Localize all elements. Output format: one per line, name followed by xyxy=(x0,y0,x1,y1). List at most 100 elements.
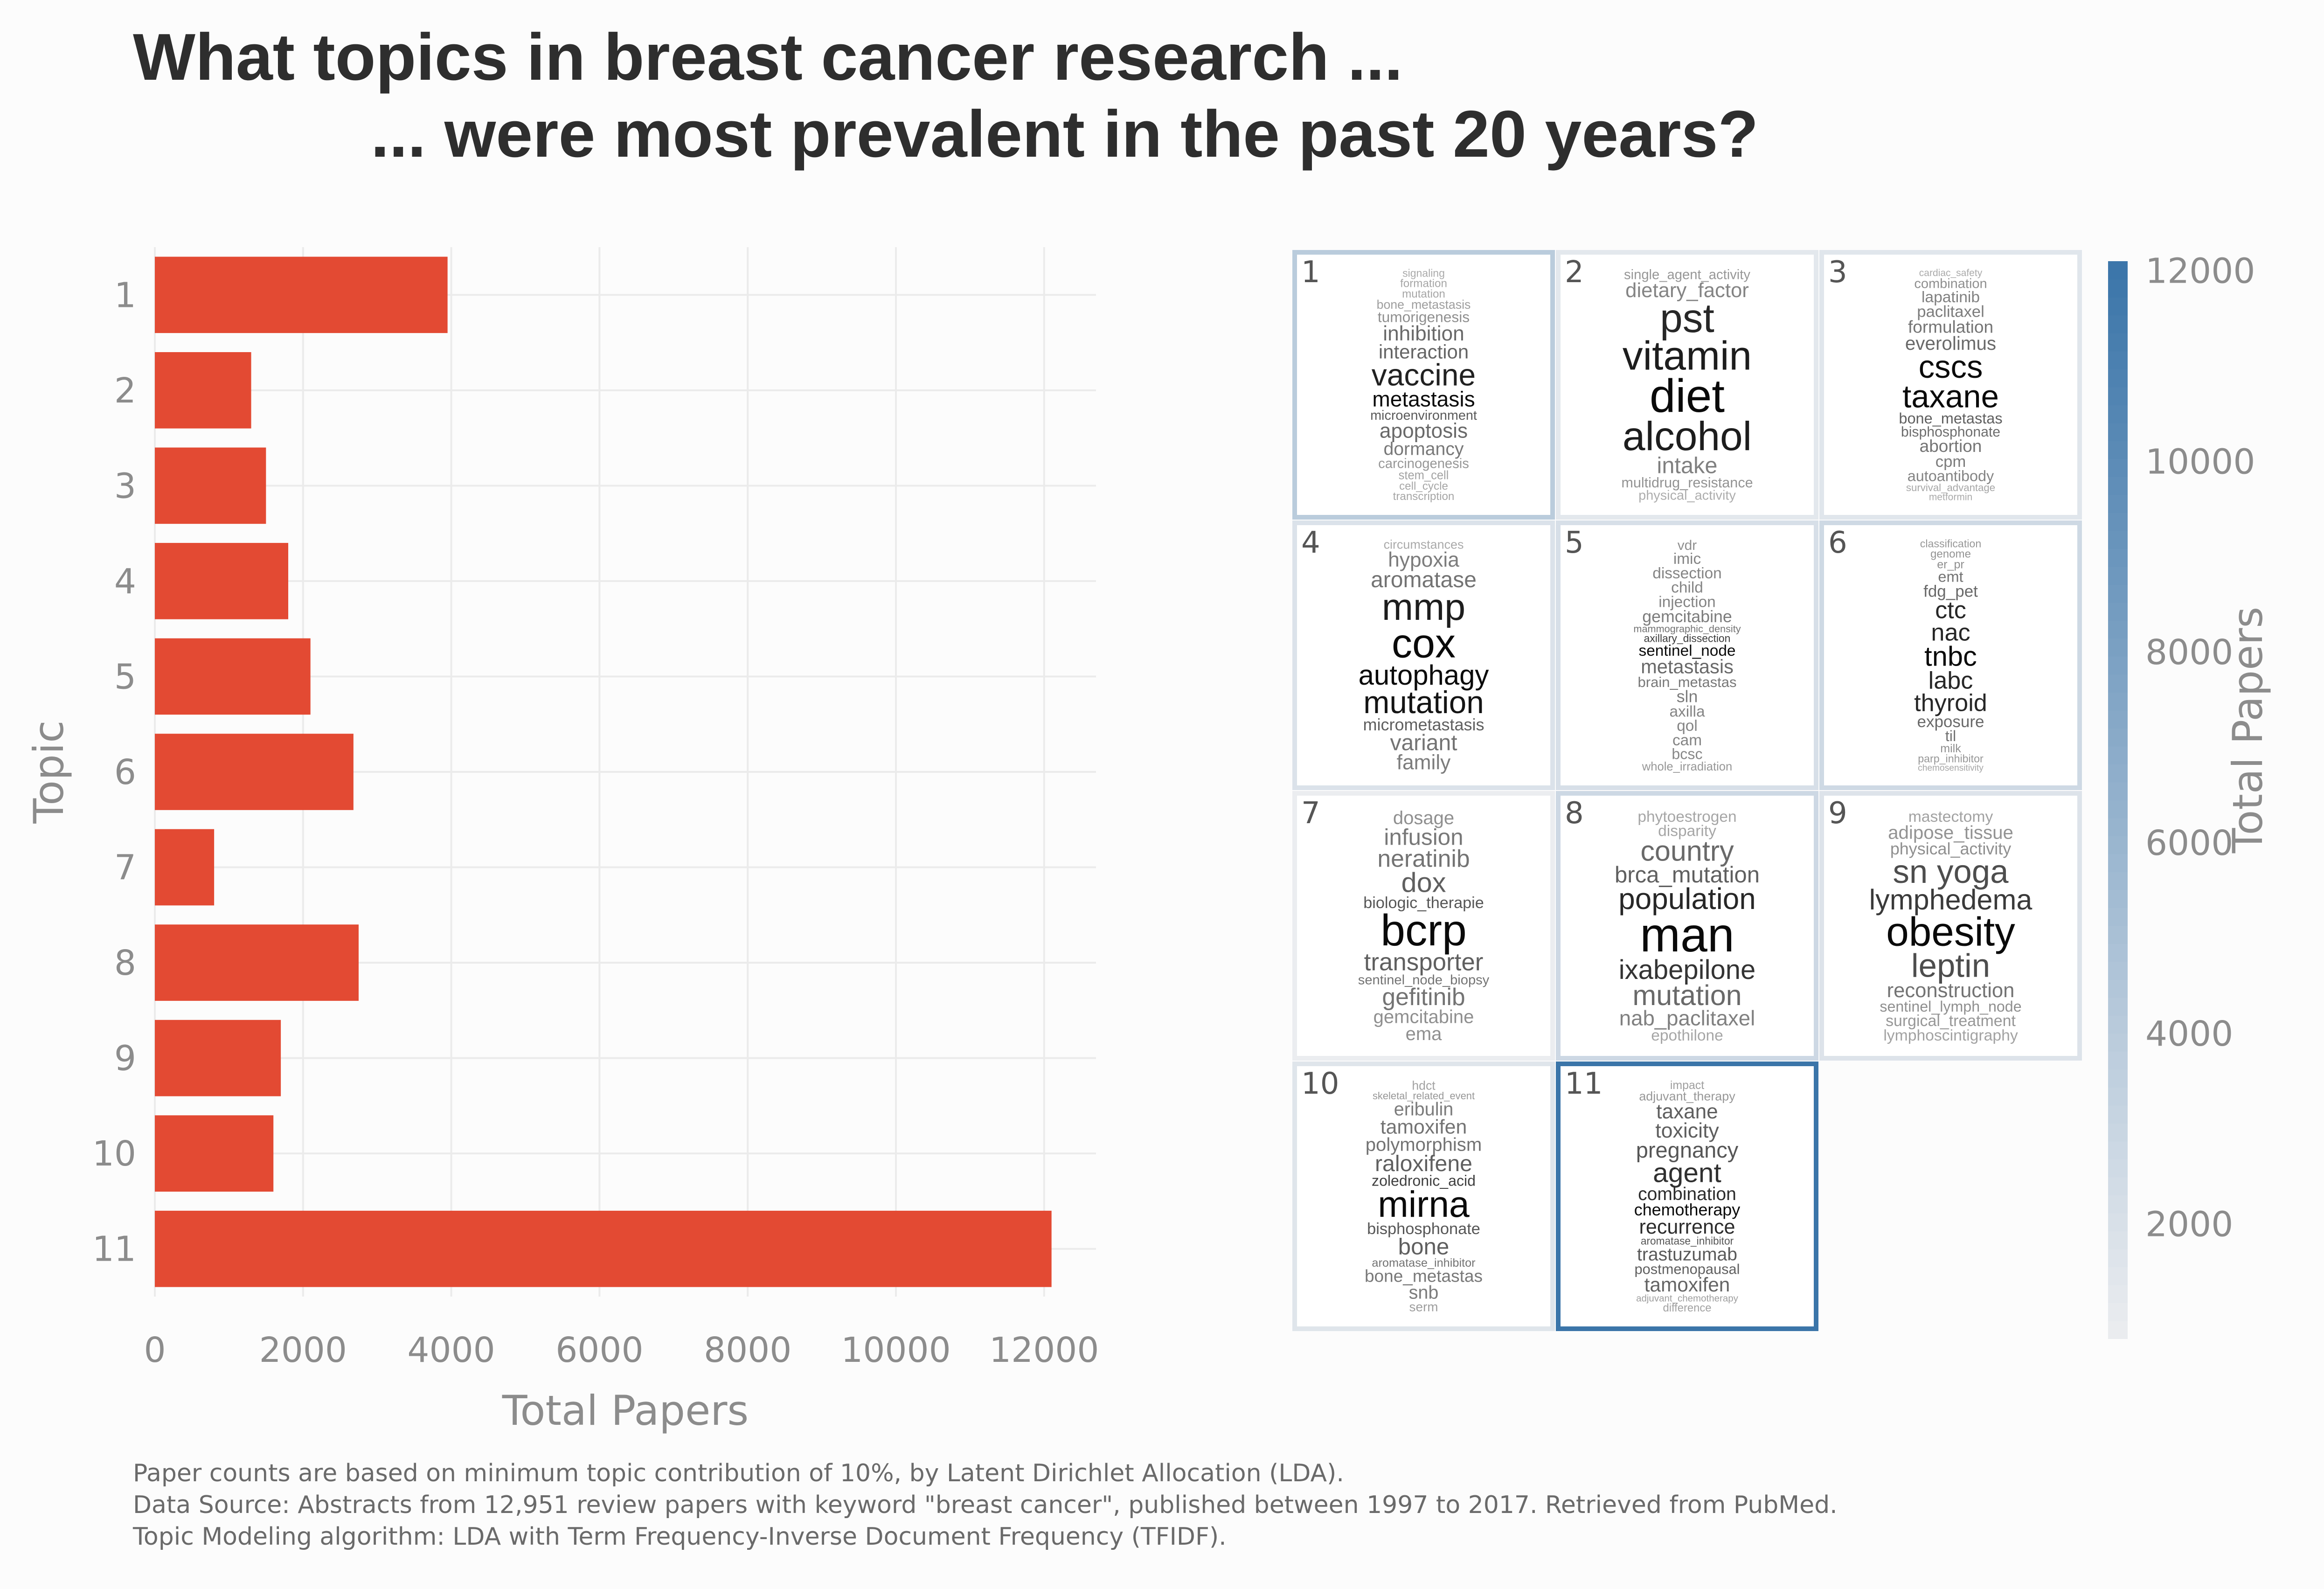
cloud-word: emt xyxy=(1938,569,1963,585)
legend-gradient-step xyxy=(2108,800,2128,819)
legend-gradient-step xyxy=(2108,764,2128,783)
legend-tick-label: 2000 xyxy=(2145,1205,2233,1245)
cloud-word: pregnancy xyxy=(1636,1138,1739,1162)
bar-chart: 0 2000 4000 6000 8000 10000 12000 1 2 3 4 5 6 7 8 9 10 11… xyxy=(25,247,1099,1435)
y-tick-label: 6 xyxy=(114,752,136,792)
tile-topic-number: 11 xyxy=(1565,1067,1603,1101)
bar-topic-5 xyxy=(155,638,311,715)
cloud-word: impact xyxy=(1670,1079,1704,1092)
legend-gradient-step xyxy=(2108,1033,2128,1052)
legend-gradient-step xyxy=(2108,961,2128,980)
footer-line: Paper counts are based on minimum topic … xyxy=(133,1459,1344,1487)
cloud-word: imic xyxy=(1673,550,1701,568)
cloud-word: mmp xyxy=(1382,586,1465,628)
cloud-word: sentinel_node xyxy=(1639,642,1736,659)
cloud-word: vaccine xyxy=(1372,357,1476,392)
cloud-word: eribulin xyxy=(1394,1099,1454,1119)
cloud-word: pst xyxy=(1660,295,1714,341)
y-tick-label: 3 xyxy=(114,466,136,506)
tile-topic-number: 4 xyxy=(1301,526,1320,560)
title-line-1: What topics in breast cancer research ..… xyxy=(133,20,1403,94)
cloud-word: biologic_therapie xyxy=(1363,894,1484,912)
cloud-word: phytoestrogen xyxy=(1637,808,1736,826)
cloud-word: transcription xyxy=(1393,490,1455,503)
chart-title: What topics in breast cancer research ..… xyxy=(133,19,2185,173)
legend-gradient-step xyxy=(2108,261,2128,280)
tile-border xyxy=(1556,520,1818,790)
cloud-word: obesity xyxy=(1886,909,2015,954)
cloud-word: cam xyxy=(1672,732,1702,749)
cloud-word: chemotherapy xyxy=(1634,1200,1740,1219)
cloud-word: tnbc xyxy=(1924,641,1977,672)
tile-border xyxy=(1556,791,1818,1061)
cloud-word: hypoxia xyxy=(1388,548,1459,571)
cloud-word: survival_advantage xyxy=(1906,482,1995,493)
tile-topic-number: 5 xyxy=(1565,526,1584,560)
footer-line: Data Source: Abstracts from 12,951 revie… xyxy=(133,1491,1838,1519)
cloud-word: qol xyxy=(1677,717,1698,735)
cloud-word: nab_paclitaxel xyxy=(1619,1006,1755,1030)
legend-gradient-step xyxy=(2108,1123,2128,1142)
cloud-word: variant xyxy=(1390,730,1457,755)
legend-gradient-step xyxy=(2108,1141,2128,1159)
cloud-word: er_pr xyxy=(1937,558,1964,571)
y-tick-label: 9 xyxy=(114,1039,136,1079)
cloud-word: multidrug_resistance xyxy=(1621,475,1753,491)
cloud-word: autophagy xyxy=(1359,659,1489,691)
legend-gradient-step xyxy=(2108,1069,2128,1088)
cloud-word: toxicity xyxy=(1655,1119,1719,1142)
cloud-word: taxane xyxy=(1902,379,1999,415)
legend-gradient-step xyxy=(2108,979,2128,998)
cloud-word: milk xyxy=(1940,742,1961,755)
cloud-word: microenvironment xyxy=(1370,408,1477,423)
cloud-word: raloxifene xyxy=(1375,1151,1472,1176)
cloud-word: aromatase_inhibitor xyxy=(1372,1256,1475,1270)
cloud-word: adjuvant_chemotherapy xyxy=(1636,1293,1739,1304)
cloud-word: stem_cell xyxy=(1399,469,1449,482)
topic-tile-7: 7 dosageinfusionneratinibdoxbiologic_ther… xyxy=(1292,791,1555,1061)
cloud-word: recurrence xyxy=(1639,1216,1735,1238)
cloud-word: diet xyxy=(1650,370,1725,422)
legend-gradient-step xyxy=(2108,333,2128,352)
legend-gradient-step xyxy=(2108,836,2128,854)
cloud-word: tamoxifen xyxy=(1381,1116,1467,1138)
legend-gradient-step xyxy=(2108,1320,2128,1339)
legend-gradient-step xyxy=(2108,1267,2128,1285)
cloud-word: bone_metastas xyxy=(1899,410,2002,427)
x-tick-label: 6000 xyxy=(555,1330,643,1370)
cloud-word: mutation xyxy=(1632,979,1741,1011)
color-legend: 2000 4000 6000 8000 10000 12000 Total Papers xyxy=(2108,251,2272,1339)
cloud-word: adipose_tissue xyxy=(1888,822,2013,843)
legend-gradient-step xyxy=(2108,369,2128,388)
cloud-word: zoledronic_acid xyxy=(1372,1172,1476,1189)
cloud-word: bone_metastasis xyxy=(1377,298,1471,312)
cloud-word: skeletal_related_event xyxy=(1373,1090,1475,1102)
legend-tick-label: 10000 xyxy=(2145,442,2255,482)
bar-topic-7 xyxy=(155,829,215,906)
cloud-word: vitamin xyxy=(1623,333,1752,379)
x-tick-label: 4000 xyxy=(407,1330,495,1370)
cloud-word: difference xyxy=(1663,1302,1711,1314)
legend-gradient-step xyxy=(2108,279,2128,298)
cloud-word: surgical_treatment xyxy=(1886,1012,2016,1030)
cloud-word: aromatase_inhibitor xyxy=(1641,1235,1734,1247)
y-tick-label: 10 xyxy=(92,1134,136,1174)
cloud-word: dissection xyxy=(1652,565,1721,582)
cloud-word: gemcitabine xyxy=(1642,607,1732,626)
cloud-word: mutation xyxy=(1363,685,1484,720)
tile-border xyxy=(1819,791,2082,1061)
cloud-word: cox xyxy=(1392,620,1456,666)
legend-gradient-step xyxy=(2108,620,2128,639)
topic-tile-5: 5 vdrimicdissectionchildinjectiongemcitab… xyxy=(1556,520,1818,790)
cloud-word: tumorigenesis xyxy=(1378,309,1470,326)
cloud-word: brca_mutation xyxy=(1615,862,1760,888)
cloud-word: genome xyxy=(1930,548,1971,561)
cloud-word: ixabepilone xyxy=(1619,955,1755,985)
legend-gradient-step xyxy=(2108,656,2128,675)
cloud-word: sentinel_node_biopsy xyxy=(1358,972,1490,987)
legend-gradient-step xyxy=(2108,925,2128,944)
topic-tile-4: 4 circumstanceshypoxiaaromatasemmpcoxauto… xyxy=(1292,520,1555,790)
cloud-word: tamoxifen xyxy=(1644,1274,1730,1296)
cloud-word: child xyxy=(1671,579,1703,597)
cloud-word: gemcitabine xyxy=(1374,1006,1474,1027)
